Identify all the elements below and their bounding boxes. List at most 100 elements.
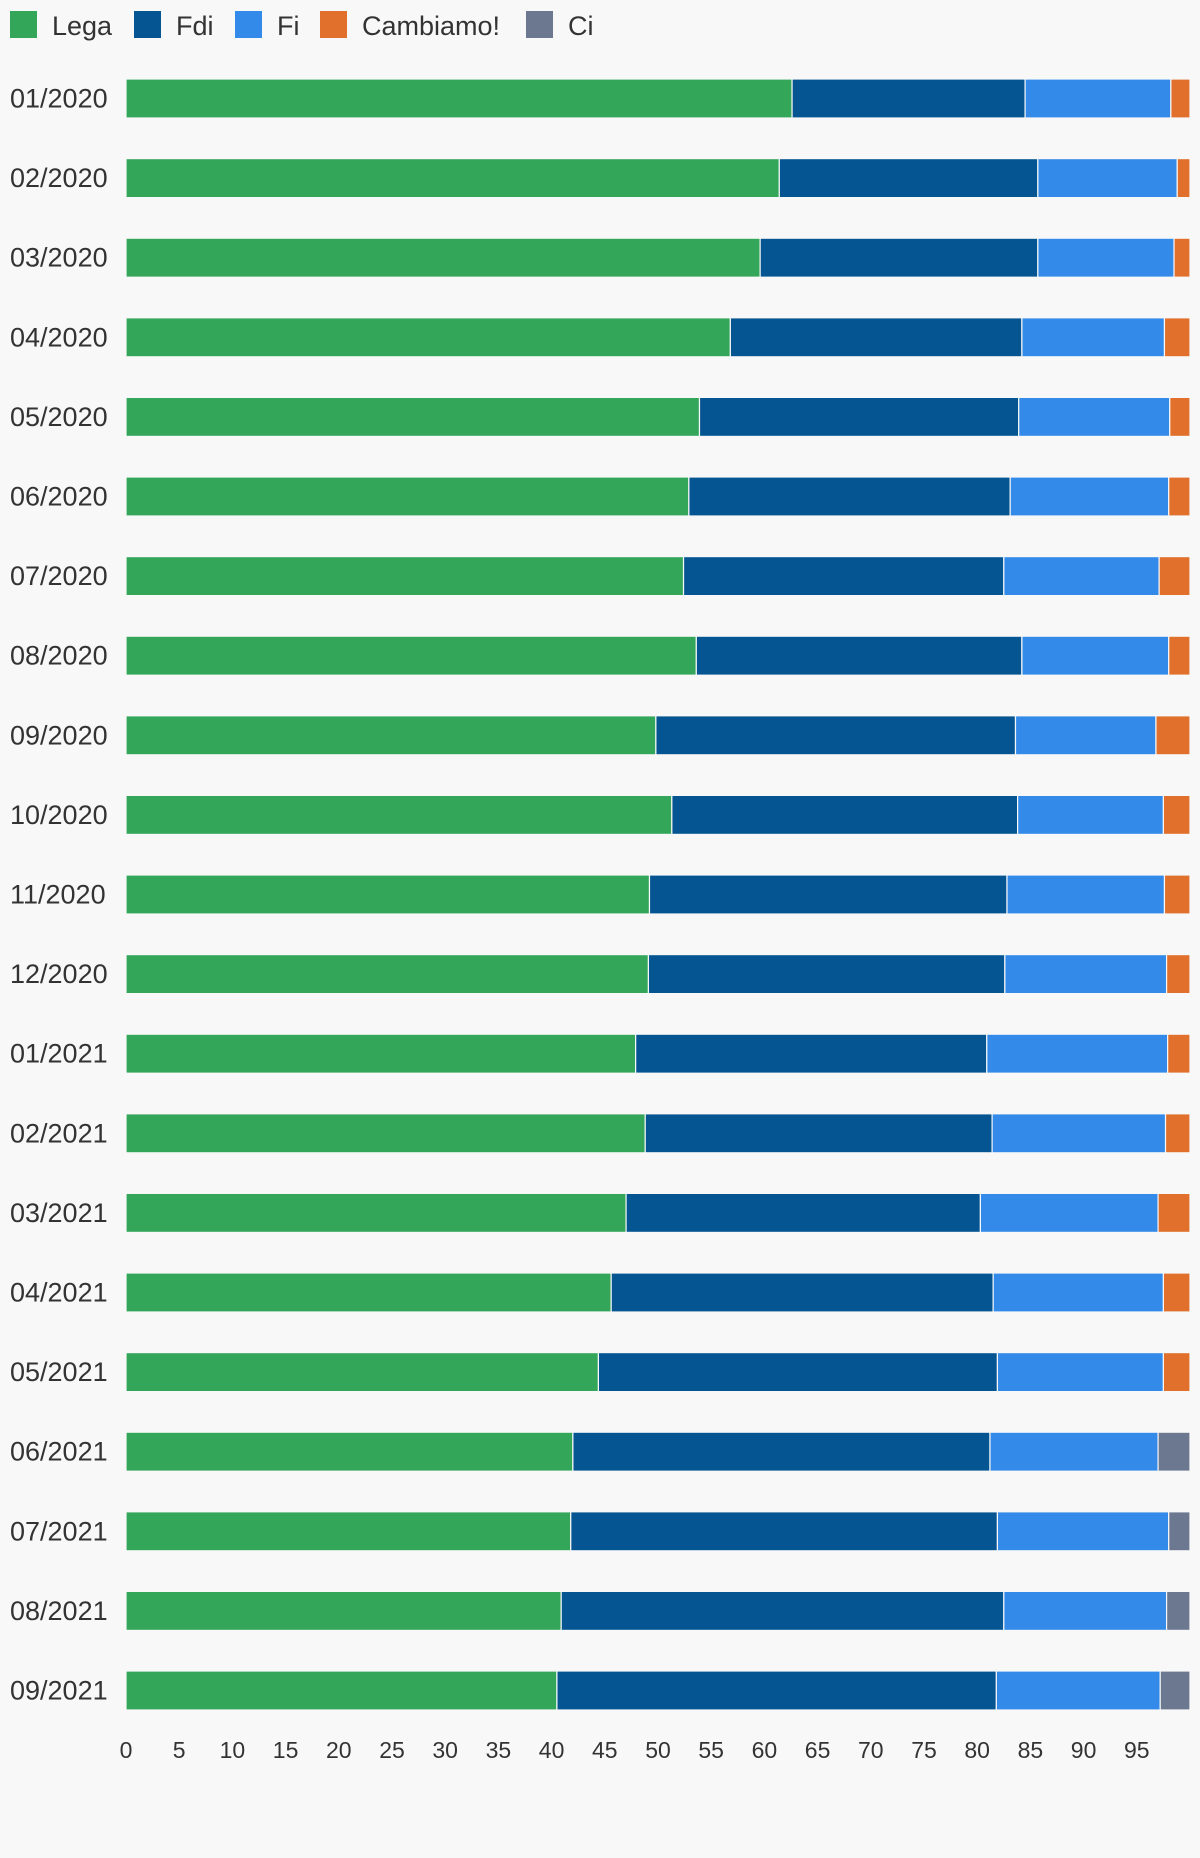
bar-fdi-06-2021 [572,1431,991,1472]
bar-fi-09-2020 [1014,715,1157,756]
bar-cambiamo-03-2021 [1157,1192,1191,1234]
category-label-09-2021: 09/2021 [10,1676,108,1706]
x-tick-40: 40 [539,1737,565,1763]
bar-fdi-08-2021 [560,1590,1005,1632]
bar-fdi-02-2021 [644,1113,993,1154]
category-label-02-2021: 02/2021 [10,1118,108,1148]
x-tick-0: 0 [120,1737,133,1763]
x-tick-60: 60 [752,1737,778,1763]
bar-lega-07-2020 [125,555,685,597]
x-tick-30: 30 [432,1737,458,1763]
x-tick-75: 75 [911,1737,937,1763]
bar-fdi-10-2020 [671,794,1019,836]
bar-fdi-11-2020 [648,874,1008,915]
legend-swatch-lega [10,11,37,38]
bar-lega-09-2020 [125,715,657,756]
legend-swatch-fi [235,11,262,38]
bar-fi-06-2021 [989,1431,1159,1472]
bar-fdi-01-2021 [635,1033,988,1074]
bar-cambiamo-04-2020 [1163,317,1191,358]
bar-fi-05-2020 [1018,396,1171,437]
category-label-01-2020: 01/2020 [10,84,108,114]
bar-lega-06-2020 [125,476,690,517]
bar-fdi-03-2020 [759,237,1039,278]
category-label-12-2020: 12/2020 [10,959,108,989]
x-tick-25: 25 [379,1737,405,1763]
bar-fdi-05-2020 [698,396,1020,437]
x-tick-10: 10 [220,1737,246,1763]
bar-fi-03-2020 [1037,237,1175,278]
legend-label-fdi: Fdi [176,11,214,41]
bar-fi-10-2020 [1017,794,1165,836]
bar-fdi-04-2020 [729,317,1023,358]
x-tick-55: 55 [698,1737,724,1763]
bar-lega-04-2021 [125,1272,612,1313]
bar-lega-09-2021 [125,1670,558,1711]
bar-fi-01-2020 [1024,78,1172,119]
x-tick-20: 20 [326,1737,352,1763]
legend-swatch-ci [526,11,553,38]
x-tick-35: 35 [486,1737,512,1763]
bar-cambiamo-08-2020 [1168,635,1191,676]
bar-fdi-02-2020 [778,158,1039,199]
x-tick-45: 45 [592,1737,618,1763]
bar-fdi-01-2020 [791,78,1026,119]
bar-cambiamo-03-2020 [1173,237,1191,278]
category-label-04-2020: 04/2020 [10,322,108,352]
bar-fi-05-2021 [996,1351,1164,1393]
bar-fi-07-2020 [1003,555,1160,597]
category-label-01-2021: 01/2021 [10,1039,108,1069]
bar-fi-11-2020 [1006,874,1166,915]
bar-lega-12-2020 [125,953,650,995]
bar-lega-04-2020 [125,317,731,358]
bar-fdi-08-2020 [695,635,1023,676]
bar-lega-02-2020 [125,158,780,199]
category-label-10-2020: 10/2020 [10,800,108,830]
category-label-08-2021: 08/2021 [10,1596,108,1626]
category-label-07-2021: 07/2021 [10,1516,108,1546]
bar-fi-02-2021 [991,1113,1167,1154]
bar-fi-07-2021 [996,1511,1170,1552]
bar-fi-01-2021 [986,1033,1169,1074]
bar-cambiamo-01-2021 [1167,1033,1191,1074]
bar-ci-07-2021 [1168,1511,1191,1552]
bar-cambiamo-06-2020 [1168,476,1191,517]
bar-ci-06-2021 [1157,1431,1191,1472]
bar-lega-03-2021 [125,1192,627,1234]
bar-fdi-05-2021 [597,1351,999,1393]
bar-lega-01-2021 [125,1033,637,1074]
category-label-03-2021: 03/2021 [10,1198,108,1228]
bar-lega-06-2021 [125,1431,574,1472]
legend-swatch-fdi [134,11,161,38]
category-label-06-2021: 06/2021 [10,1437,108,1467]
bar-lega-02-2021 [125,1113,646,1154]
x-tick-95: 95 [1124,1737,1150,1763]
legend-label-fi: Fi [277,11,300,41]
bar-cambiamo-05-2020 [1169,396,1191,437]
bar-cambiamo-11-2020 [1163,874,1191,915]
bar-lega-03-2020 [125,237,761,278]
x-tick-85: 85 [1018,1737,1044,1763]
x-tick-90: 90 [1071,1737,1097,1763]
category-label-02-2020: 02/2020 [10,163,108,193]
bar-lega-05-2021 [125,1351,600,1393]
bar-fdi-07-2020 [682,555,1005,597]
bar-ci-08-2021 [1165,1590,1191,1632]
bar-fdi-03-2021 [625,1192,981,1234]
bar-cambiamo-01-2020 [1170,78,1191,119]
bar-fdi-12-2020 [647,953,1006,995]
legend: Lega Fdi Fi Cambiamo! Ci [10,11,594,41]
legend-label-cambiamo: Cambiamo! [362,11,500,41]
x-axis-ticks: 0 5 10 15 20 25 30 35 40 45 50 55 60 65 70 75 80 85 90 95 [120,1737,1150,1763]
legend-label-lega: Lega [52,11,113,41]
bar-cambiamo-10-2020 [1162,794,1191,836]
bar-lega-08-2020 [125,635,697,676]
category-label-05-2020: 05/2020 [10,402,108,432]
x-tick-70: 70 [858,1737,884,1763]
x-tick-15: 15 [273,1737,299,1763]
legend-swatch-cambiamo [320,11,347,38]
bar-cambiamo-07-2020 [1158,555,1191,597]
bar-cambiamo-04-2021 [1162,1272,1191,1313]
